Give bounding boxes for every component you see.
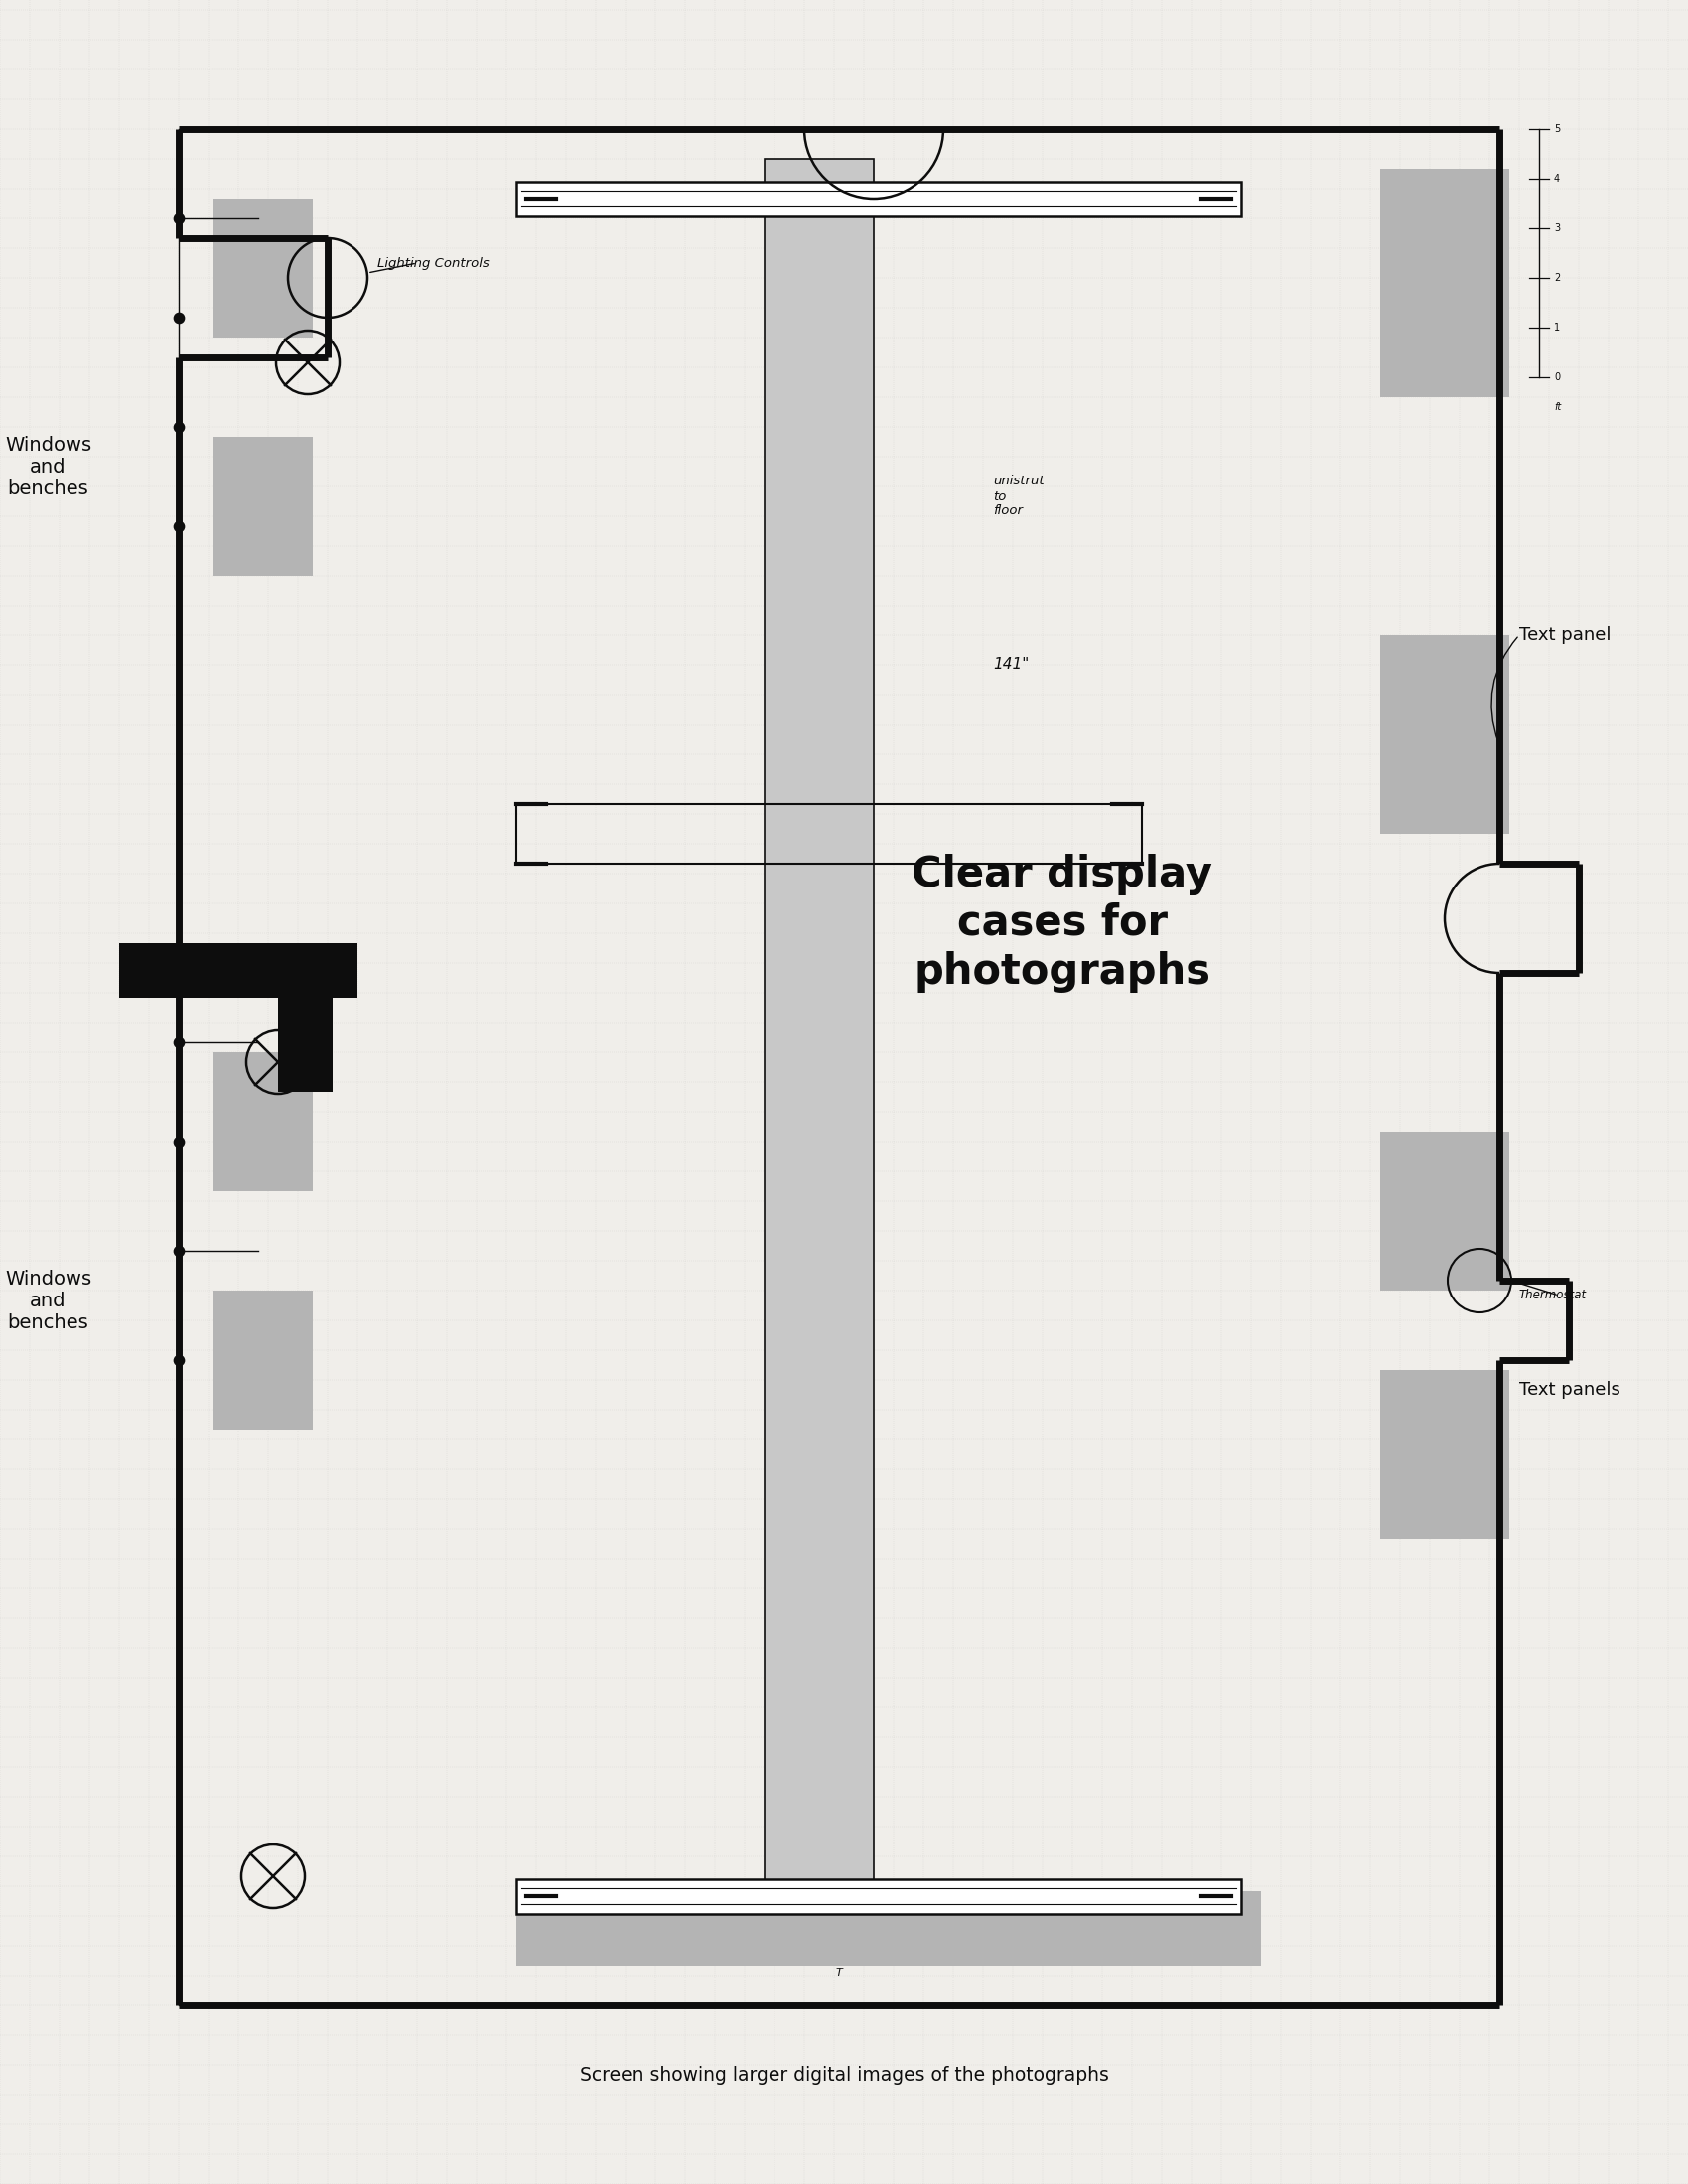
Bar (1381, 1131, 1509, 1291)
Bar (213, 437, 312, 577)
Text: unistrut
to
floor: unistrut to floor (993, 476, 1045, 518)
Text: Windows
and
benches: Windows and benches (5, 1269, 91, 1332)
Point (165, 1024, 192, 1059)
Bar (765, 159, 874, 1935)
Bar (517, 181, 1241, 216)
Text: 3: 3 (1555, 223, 1560, 234)
Text: Text panel: Text panel (1519, 627, 1610, 644)
Bar (517, 1891, 1261, 1966)
Text: 141": 141" (993, 657, 1030, 673)
Bar (213, 199, 312, 339)
Bar (1381, 168, 1509, 397)
Point (165, 299, 192, 334)
Bar (1381, 1369, 1509, 1540)
Point (165, 509, 192, 544)
Text: 5: 5 (1555, 124, 1560, 133)
Point (165, 408, 192, 443)
Text: 0: 0 (1555, 371, 1560, 382)
Bar (213, 1053, 312, 1190)
Text: Windows
and
benches: Windows and benches (5, 435, 91, 498)
Point (165, 1125, 192, 1160)
Text: Clear display
cases for
photographs: Clear display cases for photographs (912, 854, 1214, 992)
Bar (213, 1291, 312, 1431)
Text: 4: 4 (1555, 175, 1560, 183)
Point (165, 201, 192, 236)
Text: 2: 2 (1555, 273, 1560, 284)
Bar (279, 998, 333, 1092)
Text: Thermostat: Thermostat (1519, 1289, 1587, 1302)
Text: 1: 1 (1555, 323, 1560, 332)
Bar (120, 943, 358, 998)
Text: T: T (836, 1968, 842, 1977)
Bar (517, 1878, 1241, 1913)
Point (165, 1234, 192, 1269)
Point (165, 1343, 192, 1378)
Bar (1381, 636, 1509, 834)
Text: Lighting Controls: Lighting Controls (378, 258, 490, 269)
Text: ft: ft (1555, 402, 1561, 413)
Text: Text panels: Text panels (1519, 1380, 1620, 1398)
Text: Screen showing larger digital images of the photographs: Screen showing larger digital images of … (579, 2066, 1109, 2084)
